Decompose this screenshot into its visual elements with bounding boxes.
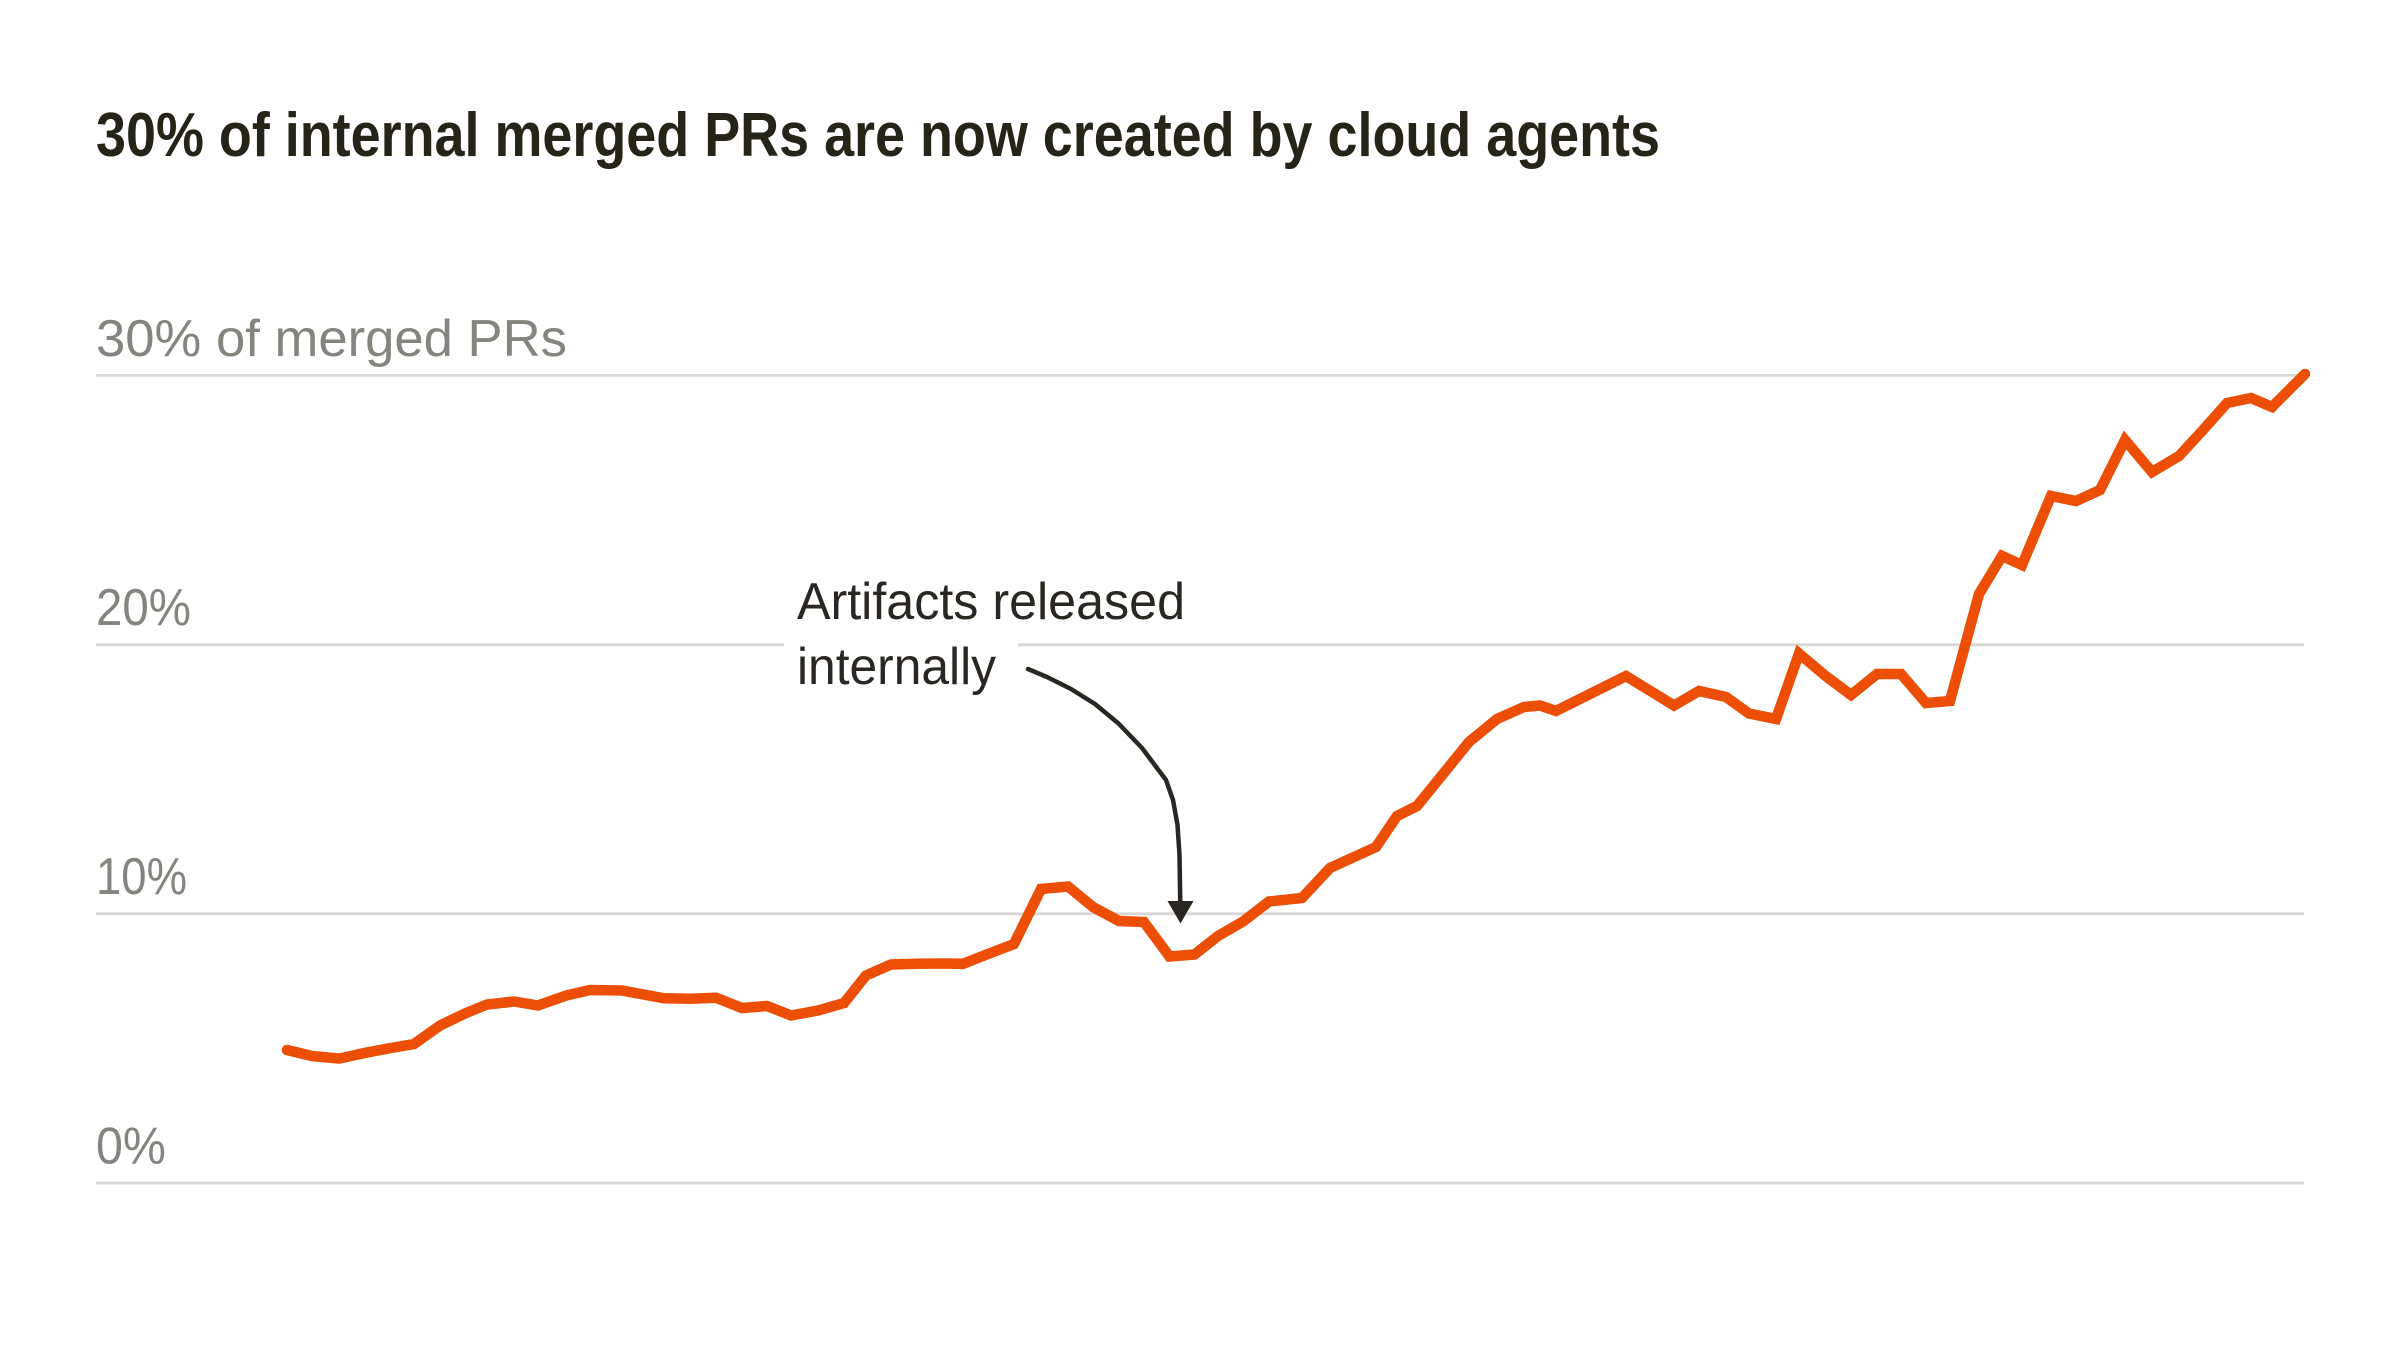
svg-text:30% of internal merged PRs are: 30% of internal merged PRs are now creat… — [96, 101, 1660, 170]
svg-text:10%: 10% — [96, 848, 187, 906]
svg-text:Artifacts released: Artifacts released — [797, 573, 1185, 631]
svg-text:30% of merged PRs: 30% of merged PRs — [96, 310, 567, 368]
svg-text:20%: 20% — [96, 579, 191, 637]
svg-text:internally: internally — [797, 638, 996, 696]
svg-text:0%: 0% — [96, 1118, 166, 1176]
